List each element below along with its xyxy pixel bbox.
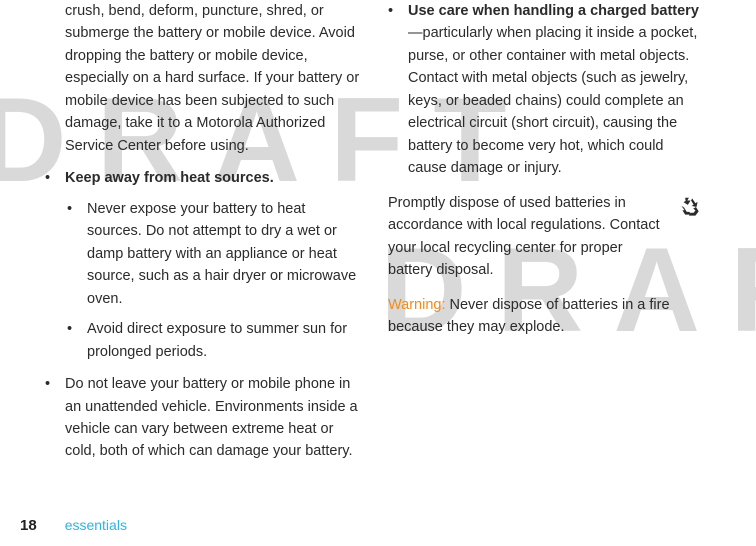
bullet-charged-battery: • Use care when handling a charged batte… bbox=[388, 0, 701, 180]
warning-label: Warning: bbox=[388, 297, 445, 313]
recycle-icon bbox=[677, 194, 703, 220]
left-column: crush, bend, deform, puncture, shred, or… bbox=[45, 0, 378, 505]
section-label: essentials bbox=[65, 517, 127, 533]
bullet-heat-label: Keep away from heat sources. bbox=[65, 170, 274, 186]
bullet-charged-rest: —particularly when placing it inside a p… bbox=[408, 25, 697, 176]
right-column: • Use care when handling a charged batte… bbox=[378, 0, 711, 505]
page-number: 18 bbox=[20, 517, 37, 534]
bullet-dot: • bbox=[67, 198, 87, 310]
dispose-text: Promptly dispose of used batteries in ac… bbox=[388, 192, 701, 282]
continuation-paragraph: crush, bend, deform, puncture, shred, or… bbox=[65, 0, 360, 157]
subbullet-summer-sun: • Avoid direct exposure to summer sun fo… bbox=[67, 318, 360, 363]
page-footer: 18 essentials bbox=[20, 517, 127, 534]
bullet-text: Do not leave your battery or mobile phon… bbox=[65, 373, 360, 463]
bullet-dot: • bbox=[45, 373, 65, 463]
bullet-dot: • bbox=[67, 318, 87, 363]
bullet-dot: • bbox=[45, 167, 65, 189]
subbullet-text: Never expose your battery to heat source… bbox=[87, 198, 360, 310]
bullet-dot: • bbox=[388, 0, 408, 180]
warning-paragraph: Warning: Never dispose of batteries in a… bbox=[388, 294, 701, 339]
subbullet-never-expose: • Never expose your battery to heat sour… bbox=[67, 198, 360, 310]
bullet-heat-sources: • Keep away from heat sources. bbox=[45, 167, 360, 189]
page-content: crush, bend, deform, puncture, shred, or… bbox=[0, 0, 756, 505]
dispose-paragraph: Promptly dispose of used batteries in ac… bbox=[388, 192, 701, 282]
bullet-vehicle: • Do not leave your battery or mobile ph… bbox=[45, 373, 360, 463]
bullet-charged-label: Use care when handling a charged battery bbox=[408, 3, 699, 19]
subbullet-text: Avoid direct exposure to summer sun for … bbox=[87, 318, 360, 363]
